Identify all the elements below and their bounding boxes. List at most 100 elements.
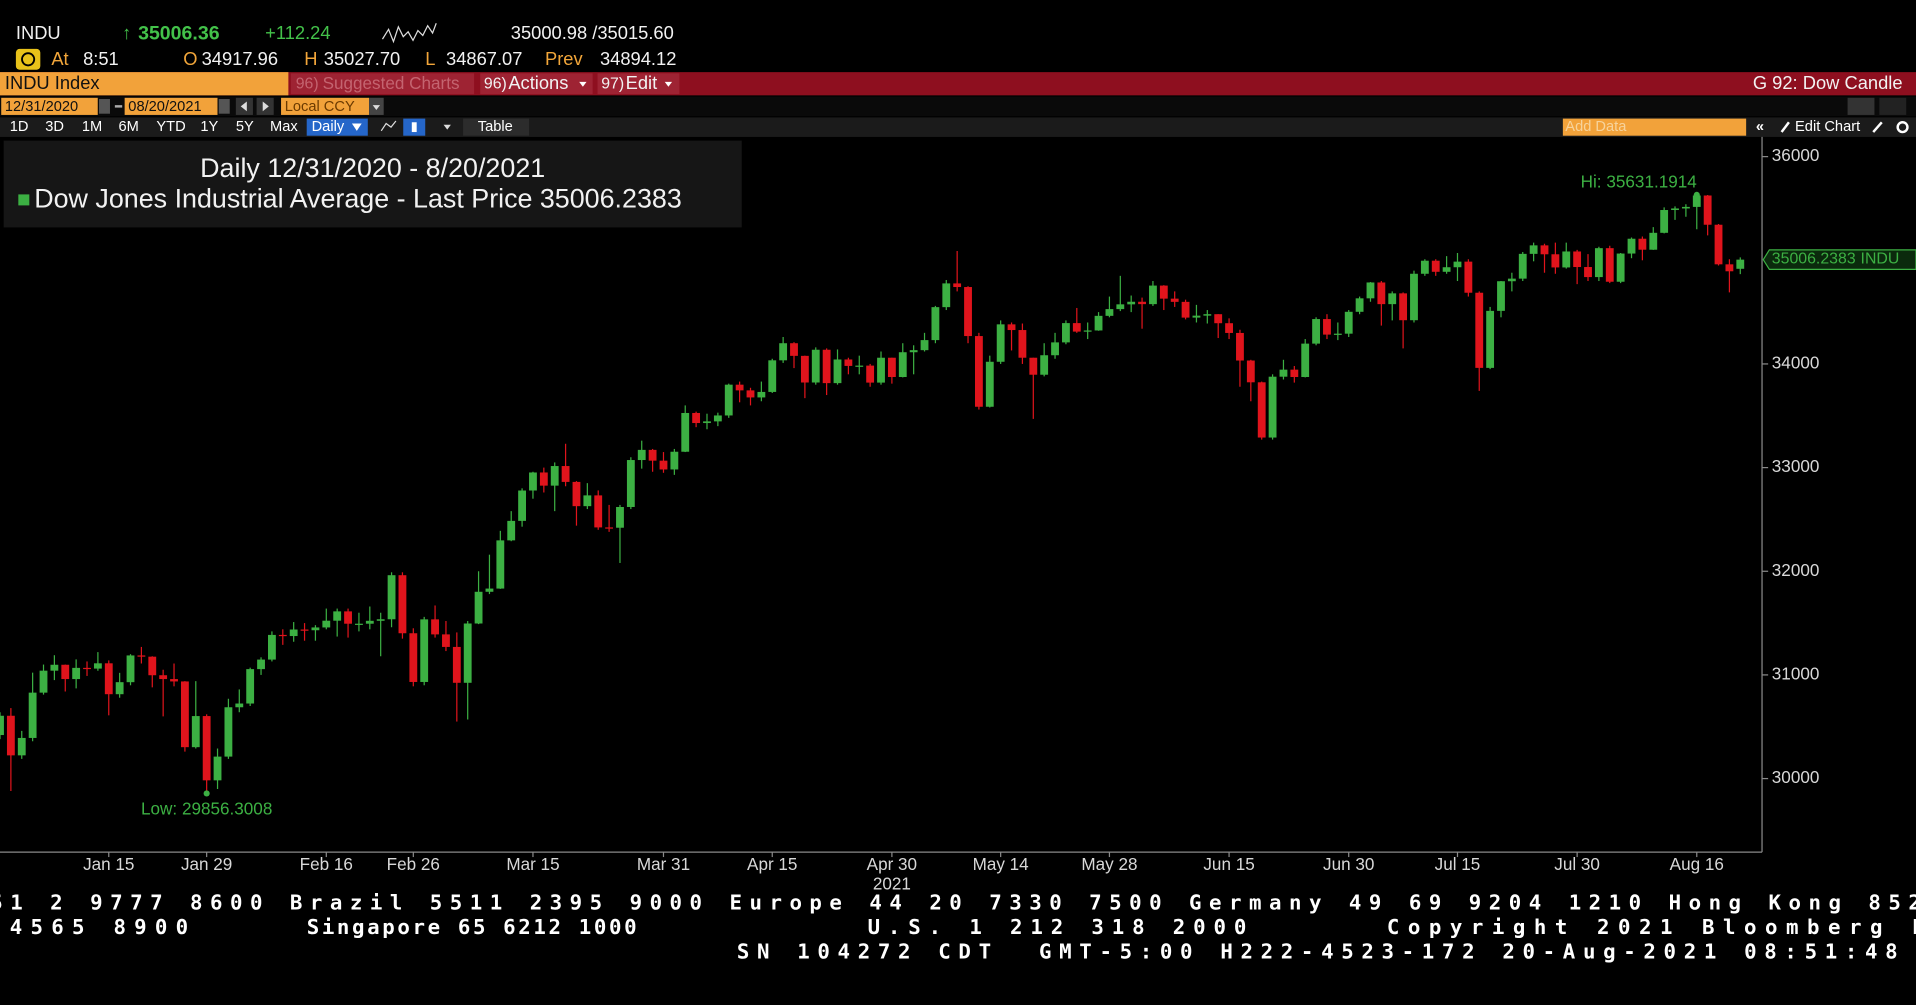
candle-body xyxy=(115,682,124,695)
candle-body xyxy=(1573,251,1582,268)
change: +112.24 xyxy=(265,22,330,43)
prev-arrow xyxy=(240,101,247,112)
candle-body xyxy=(1236,332,1244,361)
line-icon[interactable] xyxy=(380,120,397,132)
suggested-button[interactable] xyxy=(290,73,475,95)
x-tick-label: Apr 15 xyxy=(747,855,797,874)
candle-body xyxy=(746,390,755,398)
x-tick-label: Jan 15 xyxy=(83,855,134,874)
range-button[interactable]: 3D xyxy=(45,119,64,135)
candle-body xyxy=(572,481,581,507)
time-icon-glyph xyxy=(21,52,36,67)
calendar-icon[interactable] xyxy=(98,99,110,114)
candle-body xyxy=(1029,357,1038,375)
candle-body xyxy=(1366,282,1375,299)
candle-body xyxy=(1377,282,1386,305)
candle-body xyxy=(1257,382,1266,438)
high-marker xyxy=(1693,191,1700,198)
settings-icon[interactable] xyxy=(1896,121,1909,134)
candle-body xyxy=(1518,253,1527,279)
edit-button[interactable] xyxy=(597,73,680,95)
actions: Actions xyxy=(508,72,568,93)
candle-body xyxy=(322,620,331,628)
collapse-icon[interactable]: « xyxy=(1756,119,1764,135)
table-button[interactable] xyxy=(463,118,530,136)
edit-icon[interactable] xyxy=(1872,121,1883,133)
range-button[interactable]: Max xyxy=(270,119,298,135)
x-tick-label: May 28 xyxy=(1081,855,1137,874)
candle-body xyxy=(1529,245,1538,254)
candle-body xyxy=(1594,248,1603,278)
candle-body xyxy=(1018,330,1027,358)
security-field[interactable] xyxy=(0,72,289,96)
candle-body xyxy=(300,629,309,631)
low-label: L xyxy=(425,48,435,69)
low-marker xyxy=(203,790,210,797)
candle-body xyxy=(735,384,744,391)
last-price: 35006.36 xyxy=(138,22,220,44)
dash xyxy=(114,105,123,108)
candle-body xyxy=(670,451,679,470)
candle-body xyxy=(996,324,1005,362)
candle-body xyxy=(180,681,189,748)
calendar-icon[interactable] xyxy=(218,99,230,114)
candle-body xyxy=(1660,210,1669,233)
candle-body xyxy=(768,360,777,392)
candle-body xyxy=(93,663,102,669)
candle-body xyxy=(333,611,342,621)
prev: 34894.12 xyxy=(600,48,676,69)
candle-body xyxy=(1605,248,1614,282)
candle-body xyxy=(1170,298,1179,302)
add-data-field[interactable] xyxy=(1562,118,1747,136)
candle-body xyxy=(1399,293,1408,321)
candle-body xyxy=(1627,238,1636,254)
candle-body xyxy=(83,667,91,670)
start-date-field[interactable] xyxy=(1,97,98,115)
edit-chart[interactable]: Edit Chart xyxy=(1795,119,1860,135)
frequency-button[interactable] xyxy=(306,118,368,136)
x-tick-label: Jun 15 xyxy=(1203,855,1254,874)
x-tick-label: Feb 16 xyxy=(300,855,353,874)
candle-body xyxy=(474,591,483,624)
candle-body xyxy=(1323,319,1331,335)
range-button[interactable]: 1Y xyxy=(200,119,218,135)
sparkline-icon xyxy=(381,23,437,44)
pencil-icon xyxy=(1780,121,1790,133)
candle-body xyxy=(268,634,276,660)
candle-body xyxy=(387,575,396,620)
candle-body xyxy=(681,412,690,452)
last-price-tag-text: 35006.2383 INDU xyxy=(1772,251,1900,268)
candle-body xyxy=(1214,314,1223,324)
y-tick-label: 32000 xyxy=(1772,561,1820,580)
candle-body xyxy=(213,756,222,781)
candle-body xyxy=(1268,376,1277,438)
candle-body xyxy=(974,336,983,407)
open: 34917.96 xyxy=(202,48,278,69)
page-code: G 92: Dow Candle xyxy=(1753,72,1903,93)
candle-body xyxy=(1475,292,1484,368)
range-button[interactable]: 5Y xyxy=(236,119,254,135)
redo-button[interactable] xyxy=(1879,97,1907,115)
undo-button[interactable] xyxy=(1847,97,1875,115)
range-button[interactable]: 1M xyxy=(82,119,102,135)
end-date-field[interactable] xyxy=(124,97,218,115)
range-button[interactable]: YTD xyxy=(156,119,185,135)
candle-body xyxy=(953,283,962,288)
actions-button[interactable] xyxy=(480,73,593,95)
range-button[interactable]: 6M xyxy=(119,119,139,135)
candle-body xyxy=(507,520,516,541)
footer-text: 51 2 9777 8600 Brazil 5511 2395 9000 Eur… xyxy=(0,891,1916,915)
range-button[interactable]: 1D xyxy=(10,119,29,135)
candle-body xyxy=(1497,281,1505,311)
y-tick-label: 31000 xyxy=(1772,664,1820,683)
candle-body xyxy=(648,449,657,461)
time-label: At xyxy=(51,48,68,69)
candle-body xyxy=(1051,342,1059,356)
start-date: 12/31/2020 xyxy=(5,99,78,115)
candle-body xyxy=(1725,264,1734,272)
candle-body xyxy=(398,575,407,634)
candle-body xyxy=(289,629,298,637)
currency-field[interactable] xyxy=(281,97,370,115)
candle-body xyxy=(191,716,200,748)
